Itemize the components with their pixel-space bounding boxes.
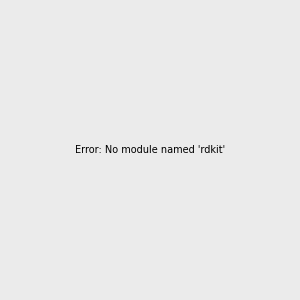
Text: Error: No module named 'rdkit': Error: No module named 'rdkit' [75,145,225,155]
